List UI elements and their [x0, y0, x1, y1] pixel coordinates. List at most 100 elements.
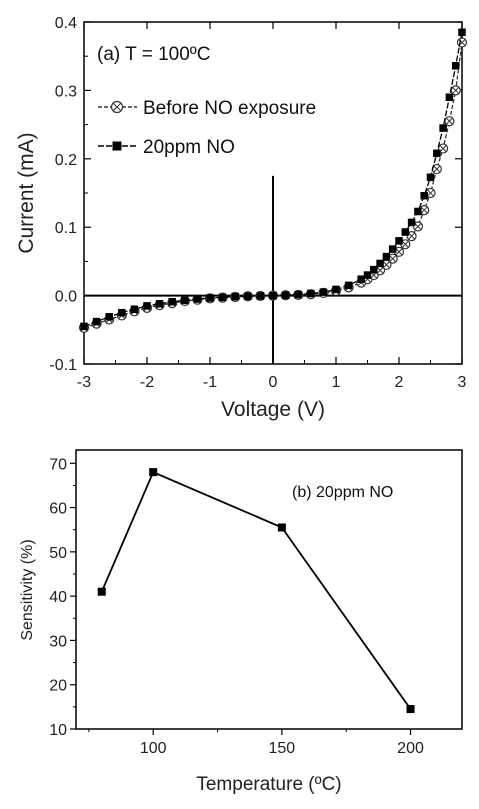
- data-point: [407, 218, 416, 227]
- sensitivity-line: [100, 470, 412, 710]
- data-point: [388, 245, 397, 253]
- panel-b-series: [97, 468, 415, 714]
- data-point: [319, 288, 328, 296]
- y-tick-label: 10: [49, 722, 67, 739]
- data-point: [181, 296, 189, 305]
- data-point: [419, 205, 430, 216]
- panel-b-axis-ticks: [70, 462, 412, 735]
- data-point: [406, 230, 417, 242]
- x-tick-label: 1: [332, 374, 341, 391]
- y-tick-label: 50: [49, 545, 67, 562]
- data-point: [281, 291, 290, 300]
- data-point: [444, 116, 455, 127]
- legend-item-before-no: Before NO exposure: [98, 98, 316, 119]
- panel-b-y-axis-label: Sensitivity (%): [19, 539, 36, 640]
- data-point: [406, 705, 415, 714]
- y-tick-label: -0.1: [49, 357, 77, 374]
- data-point: [431, 163, 442, 175]
- data-point: [370, 265, 378, 274]
- data-point: [294, 290, 302, 299]
- data-point: [401, 228, 410, 236]
- panel-a-y-tick-labels: -0.1 0.0 0.1 0.2 0.3 0.4: [49, 15, 77, 374]
- data-point: [426, 173, 435, 182]
- data-point: [332, 285, 340, 294]
- data-point: [244, 292, 252, 301]
- legend-marker-before-no: [110, 100, 124, 114]
- data-point: [193, 295, 202, 303]
- data-point: [458, 28, 466, 37]
- data-point: [414, 207, 422, 216]
- x-tick-label: -1: [203, 374, 217, 391]
- data-point: [105, 313, 113, 321]
- y-tick-label: 30: [49, 633, 67, 650]
- data-point: [357, 275, 365, 283]
- data-point: [118, 308, 126, 317]
- data-point: [92, 317, 101, 326]
- data-point: [376, 259, 384, 268]
- data-point: [439, 124, 447, 132]
- data-point: [97, 587, 106, 596]
- x-tick-label: 2: [395, 374, 404, 391]
- data-point: [269, 291, 277, 300]
- data-point: [451, 62, 460, 70]
- x-tick-label: 3: [458, 374, 467, 391]
- panel-b-label: (b) 20ppm NO: [292, 484, 393, 501]
- y-tick-label: 0.2: [55, 152, 77, 169]
- data-point: [456, 37, 468, 48]
- x-tick-label: 200: [397, 740, 424, 757]
- data-point: [363, 271, 372, 279]
- x-tick-label: -3: [77, 374, 91, 391]
- x-tick-label: -2: [140, 374, 154, 391]
- panel-b-frame: [75, 449, 463, 730]
- x-tick-label: 100: [140, 740, 167, 757]
- data-point: [400, 239, 411, 250]
- data-point: [231, 292, 239, 301]
- y-tick-label: 0.1: [55, 220, 77, 237]
- data-point: [438, 143, 449, 154]
- x-tick-label: 150: [269, 740, 296, 757]
- data-point: [277, 523, 286, 532]
- legend-label-20ppm-no: 20ppm NO: [143, 137, 235, 158]
- data-point: [382, 252, 391, 261]
- data-point: [80, 322, 88, 331]
- data-point: [307, 289, 315, 298]
- y-tick-label: 60: [49, 501, 67, 518]
- legend-label-before-no: Before NO exposure: [143, 98, 316, 119]
- panel-a-iv-curve: -3 -2 -1 0 1 2 3 -0.1 0.0 0.1 0.2 0.3 0.4 (a) T = 1…: [15, 15, 468, 421]
- panel-b-x-axis-label: Temperature (ºC): [196, 774, 341, 795]
- data-point: [420, 191, 428, 200]
- y-tick-label: 40: [49, 589, 67, 606]
- panel-b-sensitivity: 100 150 200 10 20 30 40 50 60 70 (b) 20ppm NO Te…: [19, 449, 463, 795]
- data-point: [206, 294, 214, 302]
- y-tick-label: 20: [49, 678, 67, 695]
- panel-a-series: [78, 28, 468, 333]
- panel-b-y-tick-labels: 10 20 30 40 50 60 70: [49, 456, 67, 739]
- legend-item-20ppm-no: 20ppm NO: [98, 137, 235, 158]
- panel-a-y-axis-label: Current (mA): [15, 132, 38, 253]
- data-point: [433, 149, 441, 158]
- panel-a-x-tick-labels: -3 -2 -1 0 1 2 3: [77, 374, 467, 391]
- y-tick-label: 0.0: [55, 289, 77, 306]
- panel-a-x-axis-label: Voltage (V): [221, 398, 325, 421]
- data-point: [149, 468, 158, 477]
- y-tick-label: 70: [49, 456, 67, 473]
- y-tick-label: 0.4: [55, 15, 77, 32]
- data-point: [218, 293, 227, 302]
- data-point: [412, 221, 423, 232]
- data-point: [393, 246, 405, 257]
- data-point: [143, 302, 151, 310]
- legend-marker-20ppm-no: [112, 141, 122, 151]
- y-tick-label: 0.3: [55, 83, 77, 100]
- data-point: [168, 298, 176, 306]
- panel-b-x-tick-labels: 100 150 200: [140, 740, 424, 757]
- data-point: [155, 300, 164, 308]
- data-point: [445, 93, 454, 101]
- series-20ppm-no: [80, 28, 466, 331]
- panel-a-label: (a) T = 100ºC: [97, 44, 210, 65]
- data-point: [395, 237, 403, 245]
- data-point: [130, 305, 139, 314]
- panel-a-legend: Before NO exposure 20ppm NO: [98, 98, 316, 158]
- x-tick-label: 0: [269, 374, 278, 391]
- data-point: [344, 281, 353, 290]
